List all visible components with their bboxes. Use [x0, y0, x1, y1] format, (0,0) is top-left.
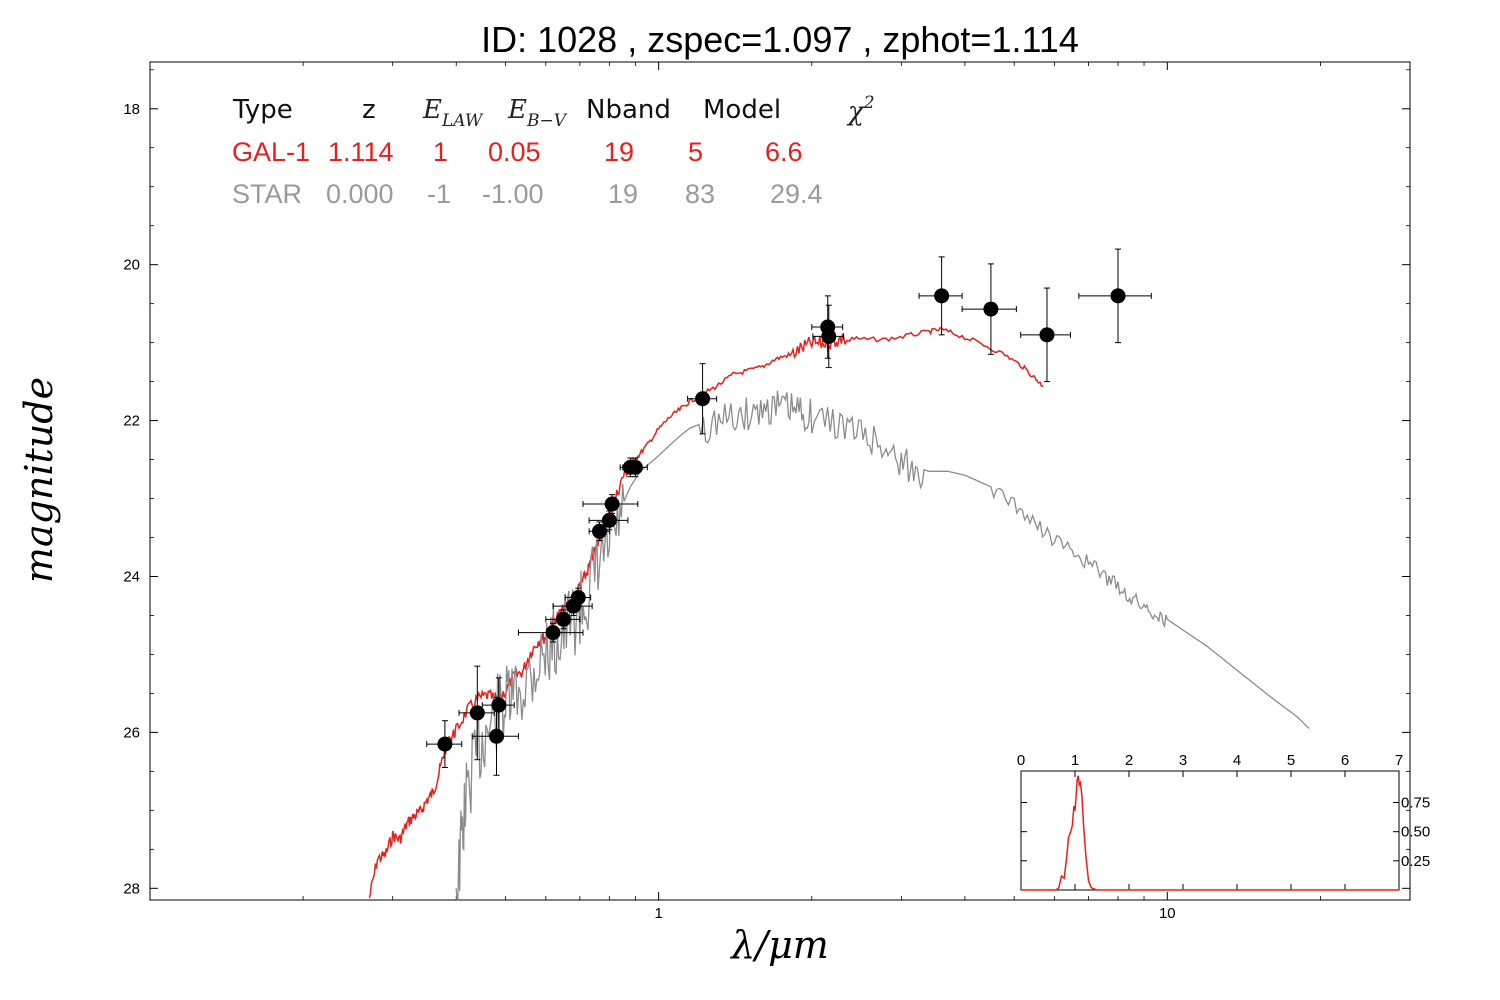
gal-model: 5: [688, 137, 703, 167]
inset-x-tick-label: 5: [1287, 752, 1295, 769]
inset-y-tick-label: 0.50: [1401, 824, 1430, 841]
y-tick-label: 28: [123, 880, 140, 897]
photometry-point: [622, 457, 648, 478]
y-tick-label: 18: [123, 101, 140, 118]
photometry-point: [812, 304, 845, 369]
inset-pdz-curve: [1021, 775, 1399, 891]
data-point-marker: [570, 590, 586, 606]
x-tick-label: 10: [1159, 905, 1176, 922]
gal-e-law: 1: [433, 137, 448, 167]
inset-x-tick-label: 1: [1071, 752, 1079, 769]
photometry-point: [458, 665, 495, 761]
data-point-marker: [437, 736, 453, 752]
photometry-point: [481, 677, 515, 733]
star-model-curve: [455, 390, 1310, 900]
photometry-point: [582, 494, 639, 514]
header-type: Type: [232, 95, 293, 125]
photometry-point: [918, 256, 963, 336]
data-point-marker: [1039, 327, 1055, 343]
photometry-point: [687, 363, 718, 435]
photometry-points: [426, 248, 1152, 776]
gal-e-bv: 0.05: [488, 137, 541, 167]
inset-y-tick-label: 0.75: [1401, 795, 1430, 812]
star-model: 83: [685, 179, 715, 209]
data-point-marker: [821, 328, 837, 344]
header-nband: Nband: [586, 95, 671, 125]
photometry-point: [517, 622, 584, 643]
gal-chi2: 6.6: [765, 137, 803, 167]
inset-x-tick-label: 7: [1395, 752, 1403, 769]
y-axis-label: magnitude: [17, 377, 61, 583]
data-point-marker: [627, 459, 643, 475]
gal-z: 1.114: [328, 137, 394, 167]
fit-table-header: Type z ELAW EB−V Nband Model χ2: [232, 93, 875, 131]
inset-y-tick-label: 0.25: [1401, 853, 1430, 870]
photometry-point: [961, 263, 1017, 355]
inset-x-tick-label: 3: [1179, 752, 1187, 769]
star-chi2: 29.4: [770, 179, 823, 209]
header-z: z: [362, 95, 376, 125]
fit-row-galaxy: GAL-1 1.114 1 0.05 19 5 6.6: [232, 137, 803, 167]
data-point-marker: [545, 625, 561, 641]
inset-x-tick-label: 4: [1233, 752, 1241, 769]
photometry-point: [588, 510, 629, 531]
inset-x-tick-label: 6: [1341, 752, 1349, 769]
chart-title: ID: 1028 , zspec=1.097 , zphot=1.114: [481, 19, 1079, 60]
x-tick-label: 1: [654, 905, 662, 922]
data-point-marker: [491, 697, 507, 713]
photometry-point: [545, 609, 581, 630]
fit-table: Type z ELAW EB−V Nband Model χ2 GAL-1 1.…: [232, 93, 875, 209]
data-point-marker: [591, 523, 607, 539]
fit-row-star: STAR 0.000 -1 -1.00 19 83 29.4: [232, 179, 823, 209]
y-tick-label: 22: [123, 413, 140, 430]
data-point-marker: [695, 391, 711, 407]
star-z: 0.000: [326, 179, 394, 209]
star-e-bv: -1.00: [482, 179, 544, 209]
y-tick-label: 26: [123, 724, 140, 741]
star-nband: 19: [608, 179, 638, 209]
x-axis-label: λ/μm: [729, 923, 829, 967]
photometry-point: [1078, 248, 1152, 344]
gal-type: GAL-1: [232, 137, 310, 167]
data-point-marker: [489, 728, 505, 744]
data-point-marker: [1110, 288, 1126, 304]
plot-frame: [149, 61, 1411, 901]
inset-x-tick-label: 0: [1017, 752, 1025, 769]
photometry-point: [426, 720, 463, 768]
y-tick-label: 20: [123, 257, 140, 274]
photometry-point: [588, 521, 610, 542]
header-chi2: χ2: [846, 93, 875, 127]
data-point-marker: [983, 301, 999, 317]
header-e-law: ELAW: [422, 95, 484, 131]
header-e-bv: EB−V: [507, 95, 568, 131]
inset-frame: [1020, 770, 1400, 891]
star-e-law: -1: [427, 179, 451, 209]
gal-nband: 19: [604, 137, 634, 167]
photometry-point: [564, 587, 592, 608]
star-type: STAR: [232, 179, 302, 209]
inset-x-tick-label: 2: [1125, 752, 1133, 769]
header-model: Model: [703, 95, 781, 125]
data-point-marker: [555, 611, 571, 627]
data-point-marker: [604, 496, 620, 512]
data-point-marker: [934, 288, 950, 304]
photometry-point: [1020, 287, 1071, 383]
data-point-marker: [601, 512, 617, 528]
y-tick-label: 24: [123, 568, 140, 585]
inset-pdz: 0 1 2 3 4 5 6 7 0.25 0.50 0.75: [1017, 752, 1430, 891]
data-point-marker: [469, 705, 485, 721]
